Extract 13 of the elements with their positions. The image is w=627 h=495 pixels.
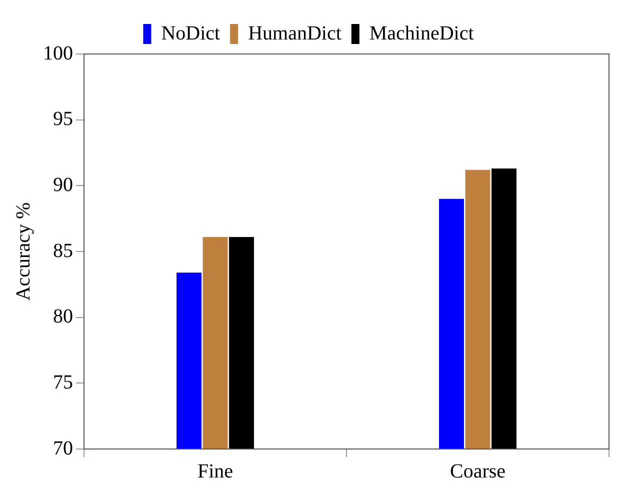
y-tick-label: 80 [53, 306, 73, 328]
y-tick-label: 100 [43, 42, 73, 64]
y-tick-label: 85 [53, 240, 73, 262]
y-tick-label: 90 [53, 174, 73, 196]
x-tick-label: Fine [197, 460, 234, 482]
y-axis-title: Accuracy % [12, 202, 34, 301]
legend-label: NoDict [161, 22, 221, 44]
legend-label: HumanDict [248, 22, 342, 44]
legend-label: MachineDict [369, 22, 474, 44]
y-tick-label: 70 [53, 437, 73, 460]
y-tick-label: 75 [53, 371, 73, 394]
y-tick-label: 95 [53, 108, 73, 130]
x-tick-label: Coarse [450, 460, 506, 482]
